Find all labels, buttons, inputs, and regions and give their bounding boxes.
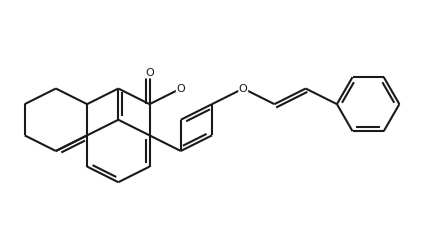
Text: O: O	[145, 68, 154, 78]
Text: O: O	[239, 83, 248, 93]
Text: O: O	[176, 83, 185, 93]
